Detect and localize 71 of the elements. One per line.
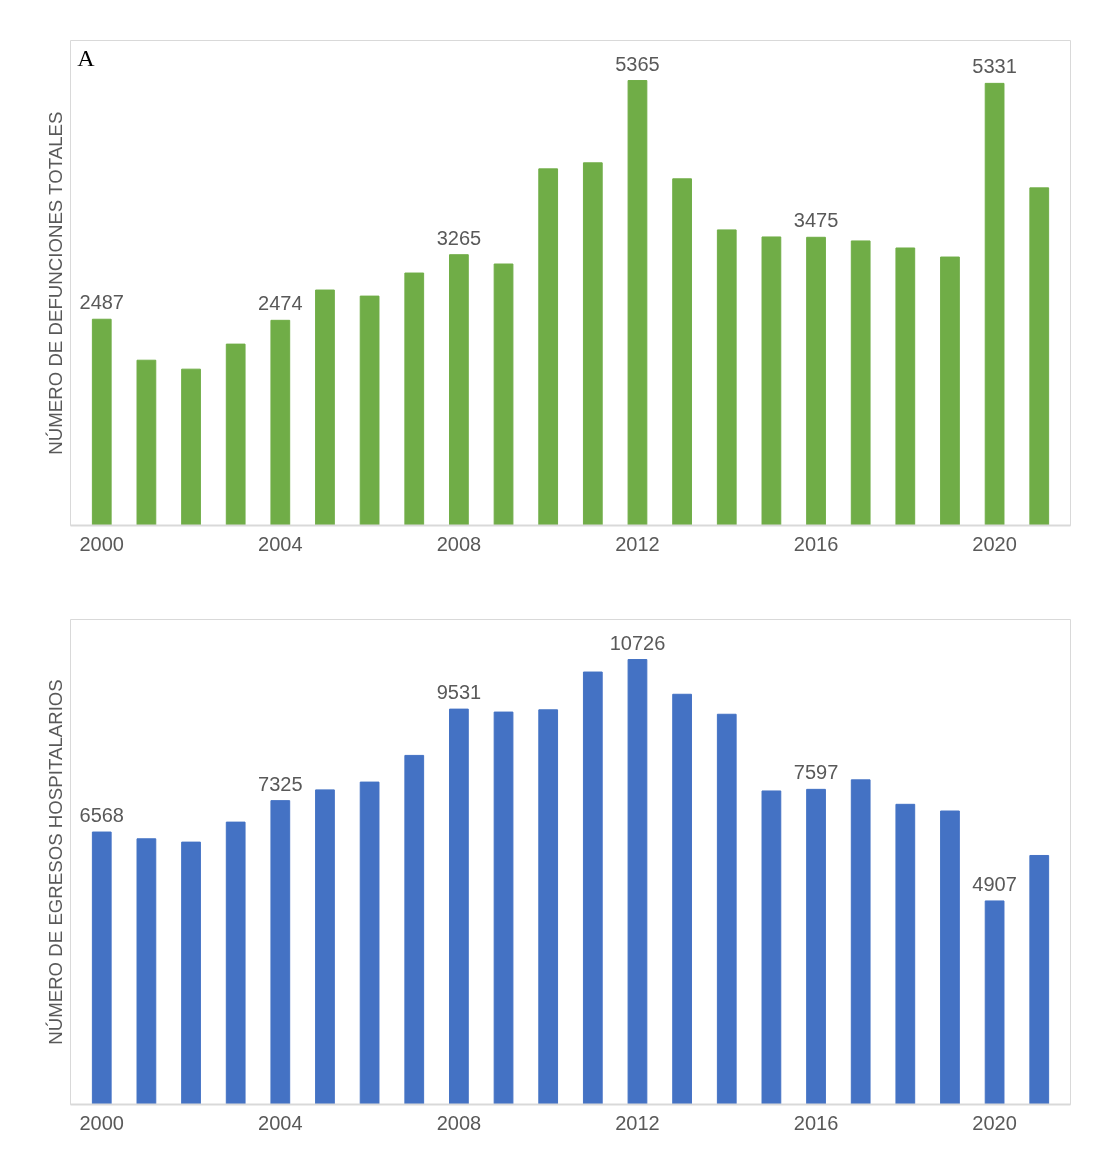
bar [359,781,380,1105]
x-tick-label: 2000 [79,532,124,555]
bar [225,343,246,526]
bar [225,821,246,1105]
bar [582,671,603,1105]
x-tick-label: 2004 [258,1111,303,1134]
bar [91,318,112,526]
bar [984,900,1005,1105]
bar [493,711,514,1105]
bar [359,295,380,526]
bar [538,168,559,526]
bar [716,713,737,1105]
bar [895,247,916,526]
bar [181,368,201,526]
bar [1029,187,1050,526]
bar [315,789,335,1105]
bar [806,788,826,1105]
bar [449,254,469,526]
bar [136,838,157,1105]
bar [672,693,692,1105]
bar [404,754,425,1105]
bar [538,709,559,1105]
bar [850,240,871,526]
x-tick-label: 2016 [793,1111,839,1134]
data-label: 6568 [79,804,124,827]
bar [627,659,648,1105]
data-label: 5365 [615,52,660,75]
bar [984,82,1005,526]
x-tick-label: 2012 [615,1111,660,1134]
x-tick-label: 2008 [436,1111,482,1134]
bar [806,236,826,526]
data-label: 4907 [972,872,1017,895]
x-tick-label: 2016 [793,532,839,555]
y-axis-title: NÚMERO DE DEFUNCIONES TOTALES [44,111,66,455]
bar [940,256,960,526]
bar [627,80,648,526]
bar [136,359,157,526]
bar [761,790,782,1105]
data-label: 7597 [793,761,839,784]
bar [672,178,692,526]
x-tick-label: 2020 [972,532,1017,555]
data-label: 9531 [436,681,482,704]
bar [449,708,469,1105]
bar [850,779,871,1105]
bar [315,289,335,526]
bar [270,319,291,526]
x-tick-label: 2012 [615,532,660,555]
bar [493,263,514,526]
bar [1029,854,1050,1105]
data-label: 5331 [972,55,1017,78]
bar [895,803,916,1105]
bar [404,272,425,526]
data-label: 7325 [258,772,303,795]
bar [91,831,112,1105]
x-tick-label: 2008 [436,532,482,555]
data-label: 3475 [793,209,839,232]
data-label: 2487 [79,291,124,314]
y-axis-title: NÚMERO DE EGRESOS HOSPITALARIOS [44,679,66,1045]
data-label: 10726 [609,631,666,654]
bar [270,800,291,1105]
bar [716,229,737,526]
data-label: 2474 [258,292,303,315]
bar [761,236,782,526]
text: A [77,44,96,71]
data-label: 3265 [436,226,482,249]
bar [940,810,960,1105]
x-tick-label: 2000 [79,1111,124,1134]
x-tick-label: 2020 [972,1111,1017,1134]
x-tick-label: 2004 [258,532,303,555]
bar [582,162,603,526]
bar [181,841,201,1105]
